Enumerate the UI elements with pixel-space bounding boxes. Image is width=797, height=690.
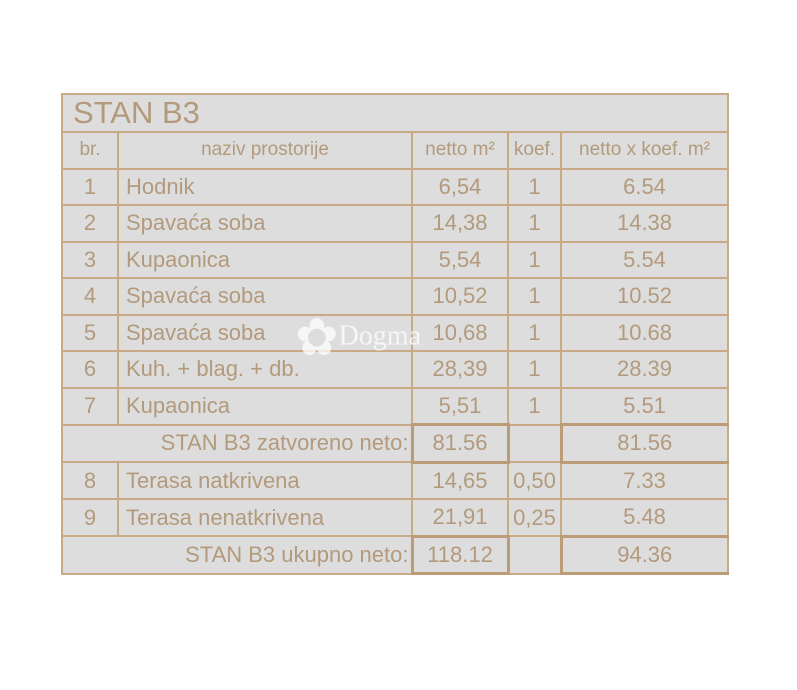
header-no: br. — [61, 131, 119, 170]
coefficient: 1 — [507, 240, 562, 279]
grand-total-netto: 118.12 — [410, 534, 510, 575]
row-number: 1 — [61, 167, 119, 206]
weighted-area: 14.38 — [559, 204, 730, 243]
netto-area: 10,52 — [411, 277, 509, 316]
netto-area: 5,54 — [411, 240, 509, 279]
coefficient: 1 — [507, 167, 562, 206]
room-name: Kupaonica — [117, 386, 413, 426]
netto-area: 10,68 — [411, 313, 509, 352]
table-row: 9 Terasa nenatkrivena 21,91 0,25 5.48 — [61, 498, 730, 537]
table-row: 7 Kupaonica 5,51 1 5.51 — [61, 386, 730, 426]
room-name: Spavaća soba — [117, 204, 413, 243]
netto-area: 6,54 — [411, 167, 509, 206]
netto-area: 5,51 — [411, 386, 509, 426]
header-result: netto x koef. m² — [559, 131, 730, 170]
coefficient: 1 — [507, 313, 562, 352]
table-row: 6 Kuh. + blag. + db. 28,39 1 28.39 — [61, 350, 730, 389]
header-name: naziv prostorije — [117, 131, 413, 170]
row-number: 5 — [61, 313, 119, 352]
netto-area: 21,91 — [411, 498, 509, 537]
table-row: 2 Spavaća soba 14,38 1 14.38 — [61, 204, 730, 243]
table-row: 1 Hodnik 6,54 1 6.54 — [61, 167, 730, 206]
grand-total-row: STAN B3 ukupno neto: 118.12 94.36 — [61, 534, 730, 575]
row-number: 7 — [61, 386, 119, 426]
weighted-area: 5.48 — [559, 498, 730, 537]
room-name: Kuh. + blag. + db. — [117, 350, 413, 389]
row-number: 2 — [61, 204, 119, 243]
netto-area: 14,65 — [411, 461, 509, 500]
coefficient: 0,50 — [507, 461, 562, 500]
table-row: 5 Spavaća soba 10,68 1 10.68 — [61, 313, 730, 352]
coefficient: 0,25 — [507, 498, 562, 537]
header-netto: netto m² — [411, 131, 509, 170]
grand-total-label: STAN B3 ukupno neto: — [61, 535, 412, 575]
closed-total-koef — [508, 423, 561, 463]
netto-area: 28,39 — [411, 350, 509, 389]
coefficient: 1 — [507, 204, 562, 243]
weighted-area: 5.51 — [559, 386, 730, 426]
room-name: Spavaća soba — [117, 313, 413, 352]
row-number: 3 — [61, 240, 119, 279]
room-name: Spavaća soba — [117, 277, 413, 316]
weighted-area: 6.54 — [559, 167, 730, 206]
closed-total-row: STAN B3 zatvoreno neto: 81.56 81.56 — [61, 423, 730, 464]
table-row: 8 Terasa natkrivena 14,65 0,50 7.33 — [61, 461, 730, 500]
room-name: Kupaonica — [117, 240, 413, 279]
area-table: STAN B3 br. naziv prostorije netto m² ko… — [60, 93, 730, 575]
closed-total-label: STAN B3 zatvoreno neto: — [61, 423, 412, 463]
row-number: 4 — [61, 277, 119, 316]
row-number: 6 — [61, 350, 119, 389]
header-row: br. naziv prostorije netto m² koef. nett… — [61, 131, 730, 170]
row-number: 9 — [61, 498, 119, 537]
closed-total-netto: 81.56 — [410, 423, 510, 464]
room-name: Terasa nenatkrivena — [117, 498, 413, 537]
table-row: 3 Kupaonica 5,54 1 5.54 — [61, 240, 730, 279]
table-title: STAN B3 — [60, 93, 730, 133]
coefficient: 1 — [507, 277, 562, 316]
grand-total-koef — [508, 535, 561, 575]
coefficient: 1 — [507, 386, 562, 426]
table-row: 4 Spavaća soba 10,52 1 10.52 — [61, 277, 730, 316]
header-koef: koef. — [507, 131, 562, 170]
room-name: Hodnik — [117, 167, 413, 206]
weighted-area: 5.54 — [559, 240, 730, 279]
weighted-area: 28.39 — [559, 350, 730, 389]
weighted-area: 10.52 — [559, 277, 730, 316]
room-name: Terasa natkrivena — [117, 461, 413, 500]
row-number: 8 — [61, 461, 119, 500]
weighted-area: 7.33 — [559, 461, 730, 500]
title-row: STAN B3 — [60, 93, 730, 133]
closed-total-result: 81.56 — [559, 423, 730, 464]
grand-total-result: 94.36 — [559, 534, 730, 575]
netto-area: 14,38 — [411, 204, 509, 243]
weighted-area: 10.68 — [559, 313, 730, 352]
coefficient: 1 — [507, 350, 562, 389]
